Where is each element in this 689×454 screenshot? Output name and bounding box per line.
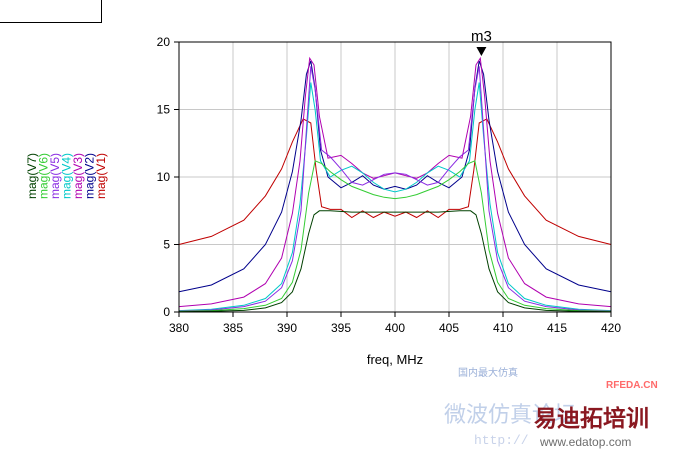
series-lines bbox=[178, 56, 612, 313]
y-tick-label: 15 bbox=[157, 103, 171, 117]
legend-entry: mag(V4) bbox=[60, 153, 74, 199]
x-tick-label: 395 bbox=[331, 321, 351, 335]
x-tick-label: 405 bbox=[439, 321, 459, 335]
series-line-v2 bbox=[178, 60, 612, 293]
marker-label: m3 bbox=[471, 28, 492, 45]
x-tick-label: 420 bbox=[601, 321, 621, 335]
legend-entry: mag(V1) bbox=[94, 153, 108, 199]
series-line-v5 bbox=[178, 66, 612, 312]
watermark: 国内最大仿真 RFEDA.CN 微波仿真论坛 易迪拓培训 http:// www… bbox=[444, 366, 658, 449]
series-line-v7 bbox=[178, 210, 612, 313]
legend-entry: mag(V6) bbox=[37, 153, 51, 199]
x-axis: 380 385 390 395 400 405 410 415 420 bbox=[169, 312, 621, 335]
watermark-url-faded: http:// bbox=[474, 433, 529, 448]
x-axis-title: freq, MHz bbox=[367, 352, 423, 367]
y-tick-label: 5 bbox=[163, 238, 170, 252]
x-tick-label: 390 bbox=[277, 321, 297, 335]
x-tick-label: 410 bbox=[493, 321, 513, 335]
watermark-faded-cn-small: 国内最大仿真 bbox=[458, 366, 518, 379]
marker-triangle-icon[interactable] bbox=[476, 47, 487, 56]
series-line-v6 bbox=[178, 160, 612, 312]
x-tick-label: 415 bbox=[547, 321, 567, 335]
legend-entry: mag(V3) bbox=[71, 153, 85, 199]
y-tick-label: 20 bbox=[157, 35, 171, 49]
series-line-v1 bbox=[178, 118, 612, 245]
watermark-brand: 易迪拓培训 bbox=[534, 405, 649, 432]
y-tick-label: 10 bbox=[157, 170, 171, 184]
plot-area bbox=[178, 41, 612, 313]
legend-entry: mag(V5) bbox=[48, 153, 62, 199]
series-line-v4 bbox=[178, 82, 612, 312]
watermark-faded-cn: 微波仿真论坛 bbox=[444, 403, 576, 428]
watermark-site: RFEDA.CN bbox=[606, 380, 658, 391]
legend-entry: mag(V7) bbox=[25, 153, 39, 199]
y-axis: 0 5 10 15 20 bbox=[157, 35, 179, 319]
legend-entry: mag(V2) bbox=[83, 153, 97, 199]
watermark-url: www.edatop.com bbox=[539, 435, 631, 449]
grid-lines bbox=[179, 42, 611, 312]
marker-m3[interactable]: m3 bbox=[471, 28, 492, 56]
corner-frame bbox=[0, 0, 102, 23]
y-tick-label: 0 bbox=[163, 305, 170, 319]
x-tick-label: 400 bbox=[385, 321, 405, 335]
x-tick-label: 385 bbox=[223, 321, 243, 335]
x-tick-label: 380 bbox=[169, 321, 189, 335]
legend: mag(V7)mag(V6)mag(V5)mag(V4)mag(V3)mag(V… bbox=[25, 153, 108, 199]
